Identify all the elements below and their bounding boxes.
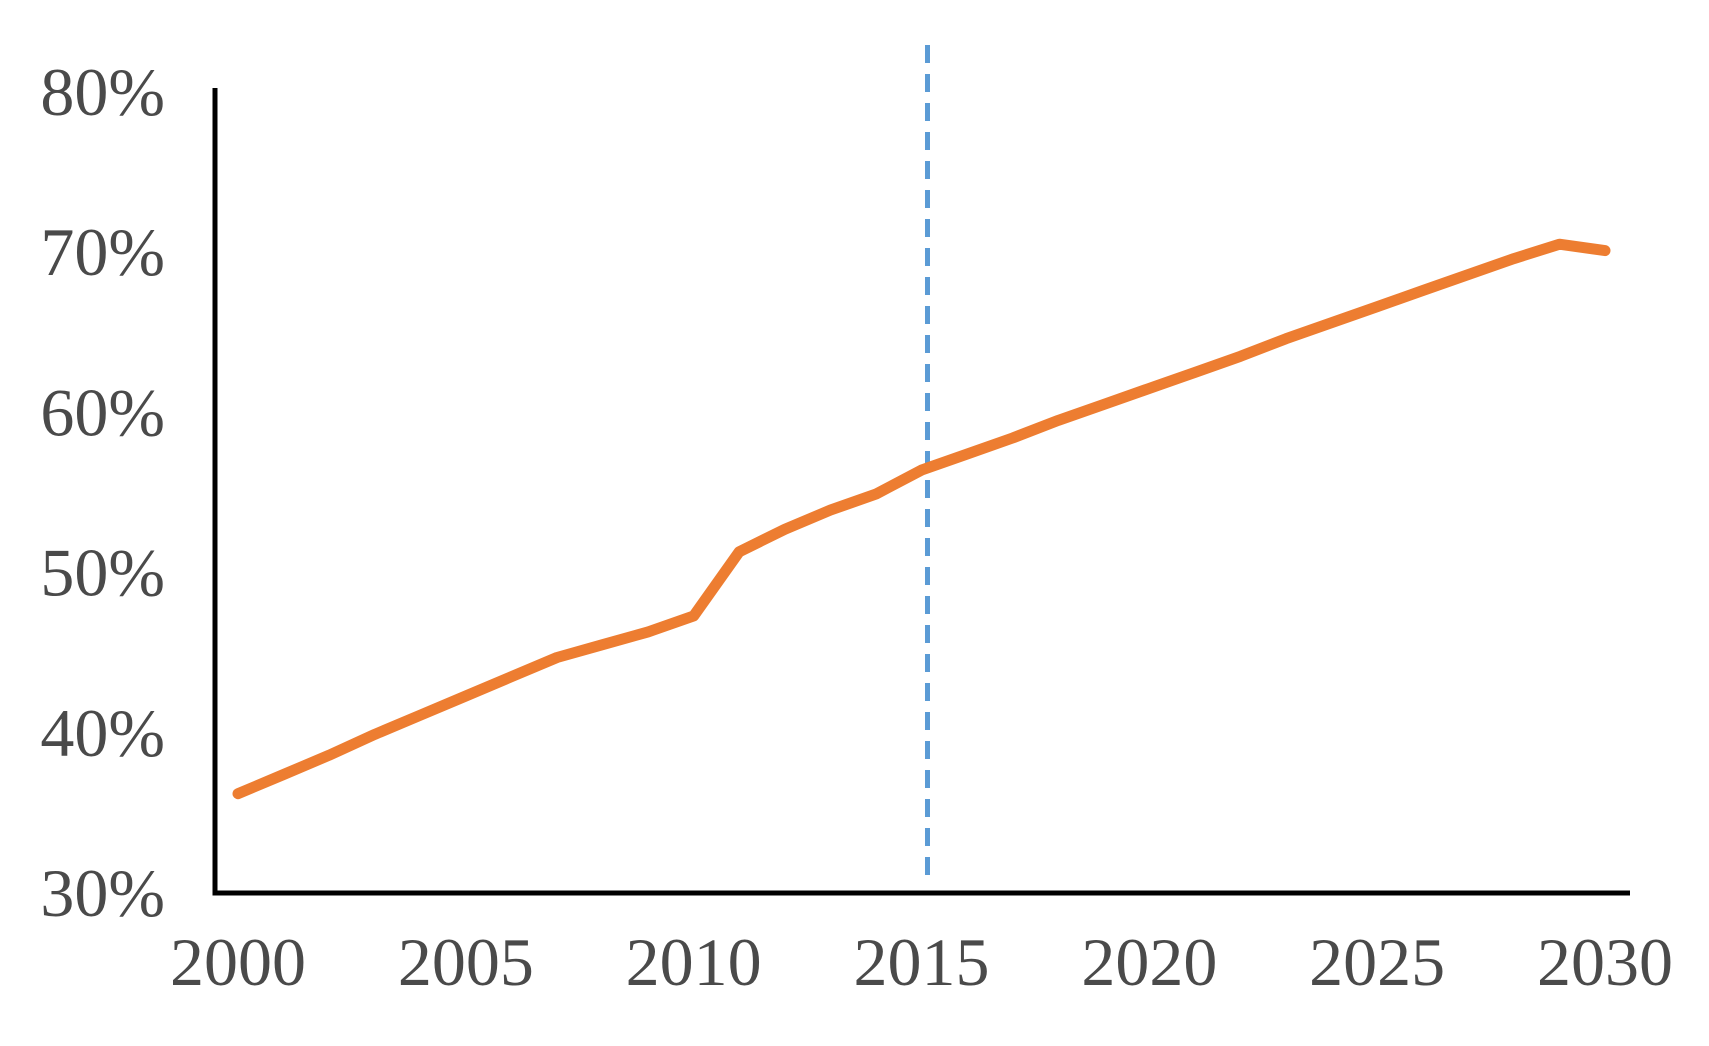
y-tick-label-40%: 40% [40, 695, 165, 771]
y-tick-label-70%: 70% [40, 214, 165, 290]
y-tick-label-30%: 30% [40, 855, 165, 931]
x-tick-label-2015: 2015 [854, 924, 990, 1000]
series-line-trend [232, 238, 1611, 800]
x-tick-label-2030: 2030 [1537, 924, 1673, 1000]
x-tick-label-2025: 2025 [1309, 924, 1445, 1000]
y-tick-label-50%: 50% [40, 535, 165, 611]
x-tick-label-2000: 2000 [170, 924, 306, 1000]
y-tick-label-80%: 80% [40, 54, 165, 130]
x-tick-label-2010: 2010 [626, 924, 762, 1000]
x-tick-label-2020: 2020 [1081, 924, 1217, 1000]
y-tick-label-60%: 60% [40, 374, 165, 450]
x-tick-label-2005: 2005 [398, 924, 534, 1000]
